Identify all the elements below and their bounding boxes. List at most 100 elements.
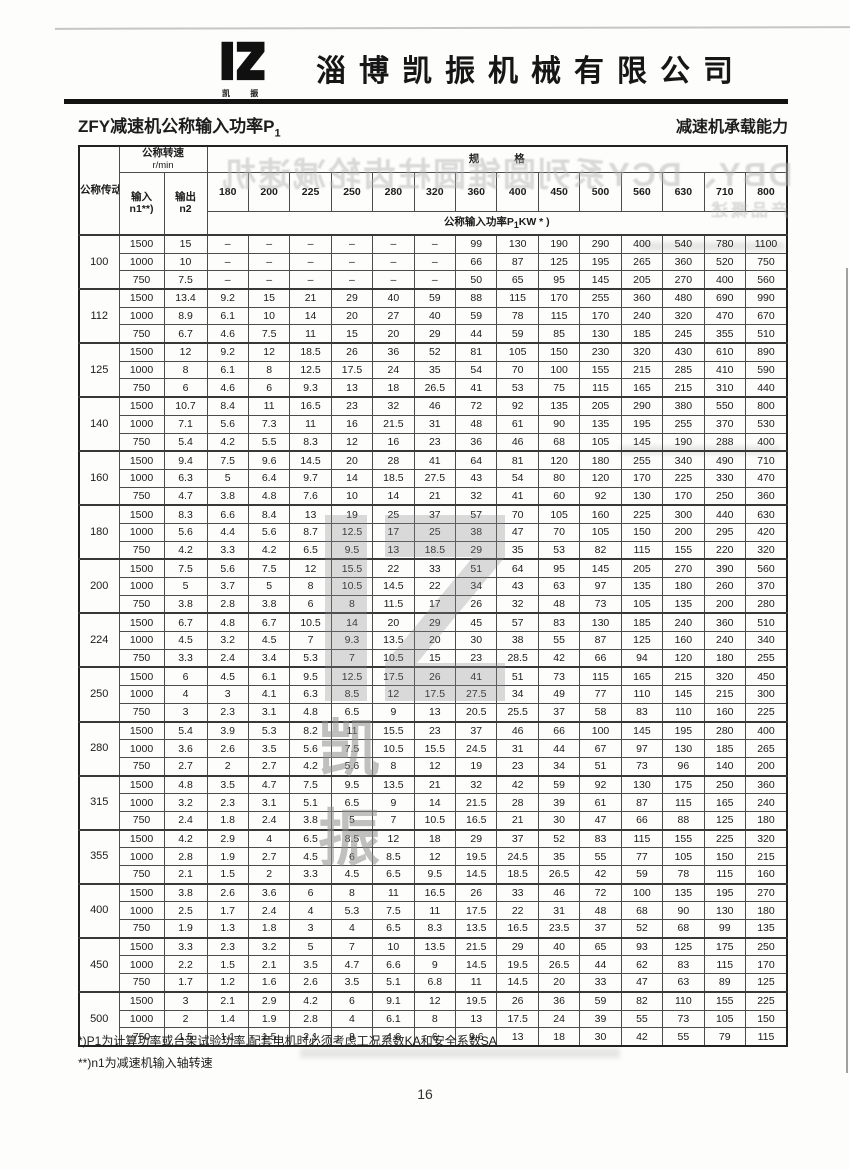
output-sub: n2 [179, 203, 192, 216]
power-value-cell: 7.5 [330, 739, 374, 758]
table-row: 750 4.2 3.3 4.2 6.5 9.5 13 18.5 29 35 53 82 115 155 22… [79, 540, 788, 560]
input-speed-cell: 1000 [118, 414, 165, 434]
power-value-cell: 300 [744, 685, 788, 704]
size-col: 710 [703, 171, 746, 212]
power-value-cell: 37 [496, 828, 539, 849]
power-value-cell: 13.5 [455, 919, 498, 939]
power-prefix: 公称输入功率P [443, 215, 514, 228]
power-value-cell: 100 [537, 360, 581, 380]
power-value-cell: 14.5 [455, 865, 498, 885]
ratio-cell: 450 [78, 936, 120, 993]
power-value-cell: 400 [744, 720, 788, 741]
power-value-cell: 5.6 [206, 558, 249, 579]
table-row: 200 1500 7.5 5.6 7.5 12 15.5 22 33 51 64 95 145 205 27… [78, 558, 788, 614]
input-speed-cell: 1500 [118, 882, 165, 903]
power-value-cell: 28 [372, 450, 415, 470]
output-speed-cell: 2.2 [163, 955, 208, 975]
output-speed-cell: 4 [163, 685, 208, 704]
power-value-cell: 7.6 [289, 486, 332, 506]
power-value-cell: 145 [620, 432, 664, 452]
power-value-cell: 17 [413, 594, 457, 614]
power-value-cell: 77 [579, 685, 622, 704]
power-value-cell: 195 [662, 720, 705, 741]
power-value-cell: 39 [579, 1009, 622, 1029]
power-value-cell: 5.6 [206, 414, 249, 434]
power-value-cell: 1.5 [206, 865, 249, 885]
power-value-cell: 4 [247, 828, 291, 849]
power-value-cell: 73 [620, 756, 664, 777]
power-value-cell: 51 [579, 756, 622, 777]
power-value-cell: 29 [455, 540, 498, 560]
power-value-cell: 6.5 [289, 828, 332, 849]
power-value-cell: 20 [330, 450, 374, 470]
power-value-cell: 130 [620, 774, 664, 795]
power-value-cell: 3.2 [206, 631, 249, 650]
output-speed-cell: 4.2 [163, 828, 208, 849]
power-value-cell: 170 [537, 288, 581, 308]
power-value-cell: 320 [744, 828, 788, 849]
power-value-cell: 4.6 [372, 1027, 415, 1047]
output-speed-cell: 6 [163, 666, 208, 687]
power-value-cell: 13 [455, 1009, 498, 1029]
table-row: 1000 4.5 3.2 4.5 7 9.3 13.5 20 30 38 55 87 125 160 240… [79, 631, 788, 650]
size-col: 180 [206, 171, 249, 212]
power-value-cell: 135 [537, 396, 581, 416]
size-col: 360 [455, 171, 498, 212]
power-value-cell: 5.5 [247, 432, 291, 452]
power-value-cell: 480 [662, 288, 705, 308]
power-value-cell: 205 [620, 558, 664, 579]
company-logo-icon: 凯 振 [220, 40, 266, 98]
power-value-cell: 80 [537, 468, 581, 488]
input-speed-cell: 1500 [118, 288, 165, 308]
power-value-cell: 44 [537, 739, 581, 758]
output-speed-cell: 4.5 [163, 631, 208, 650]
power-value-cell: 16.5 [289, 396, 332, 416]
power-value-cell: 37 [413, 504, 457, 524]
table-row: 750 2.7 2 2.7 4.2 5.6 8 12 19 23 34 51 73 96 140 200 [79, 756, 788, 777]
power-value-cell: 81 [455, 342, 498, 362]
power-value-cell: 110 [620, 685, 664, 704]
company-name: 淄博凯振机械有限公司 [316, 54, 746, 89]
output-speed-cell: 6.7 [163, 612, 208, 633]
power-value-cell: 1.2 [206, 973, 249, 993]
input-speed-cell: 750 [118, 973, 165, 993]
power-value-cell: 53 [537, 540, 581, 560]
power-value-cell: 125 [662, 936, 705, 957]
power-value-cell: 265 [744, 739, 788, 758]
output-speed-cell: 3 [163, 702, 208, 723]
power-value-cell: 800 [744, 396, 788, 416]
power-value-cell: – [413, 270, 457, 290]
power-value-cell: 66 [579, 648, 622, 668]
input-speed-cell: 1500 [118, 666, 165, 687]
power-value-cell: 9.3 [289, 378, 332, 398]
power-value-cell: 59 [455, 306, 498, 326]
power-value-cell: – [247, 233, 291, 254]
power-value-cell: 240 [744, 793, 788, 812]
power-value-cell: 8.3 [413, 919, 457, 939]
output-speed-cell: 7.1 [163, 414, 208, 434]
power-value-cell: 165 [703, 793, 746, 812]
power-value-cell: 7.5 [289, 774, 332, 795]
power-value-cell: 115 [579, 378, 622, 398]
power-value-cell: 48 [579, 901, 622, 921]
power-value-cell: 14.5 [372, 577, 415, 596]
power-value-cell: 20 [413, 631, 457, 650]
power-value-cell: 99 [703, 919, 746, 939]
power-value-cell: 2.8 [206, 594, 249, 614]
power-value-cell: 31 [496, 739, 539, 758]
power-value-cell: 21.5 [372, 414, 415, 434]
size-col: 800 [744, 171, 788, 212]
power-value-cell: 225 [744, 702, 788, 723]
power-value-cell: 130 [662, 739, 705, 758]
input-speed-cell: 1500 [118, 612, 165, 633]
power-value-cell: 9 [372, 702, 415, 723]
power-value-cell: 9.5 [330, 774, 374, 795]
power-value-cell: 145 [662, 685, 705, 704]
power-value-cell: 8.5 [372, 847, 415, 867]
power-value-cell: – [372, 252, 415, 272]
power-value-cell: 48 [455, 414, 498, 434]
power-value-cell: 27.5 [413, 468, 457, 488]
power-value-cell: 23 [413, 432, 457, 452]
input-speed-cell: 750 [118, 324, 165, 344]
power-value-cell: 3.4 [247, 648, 291, 668]
